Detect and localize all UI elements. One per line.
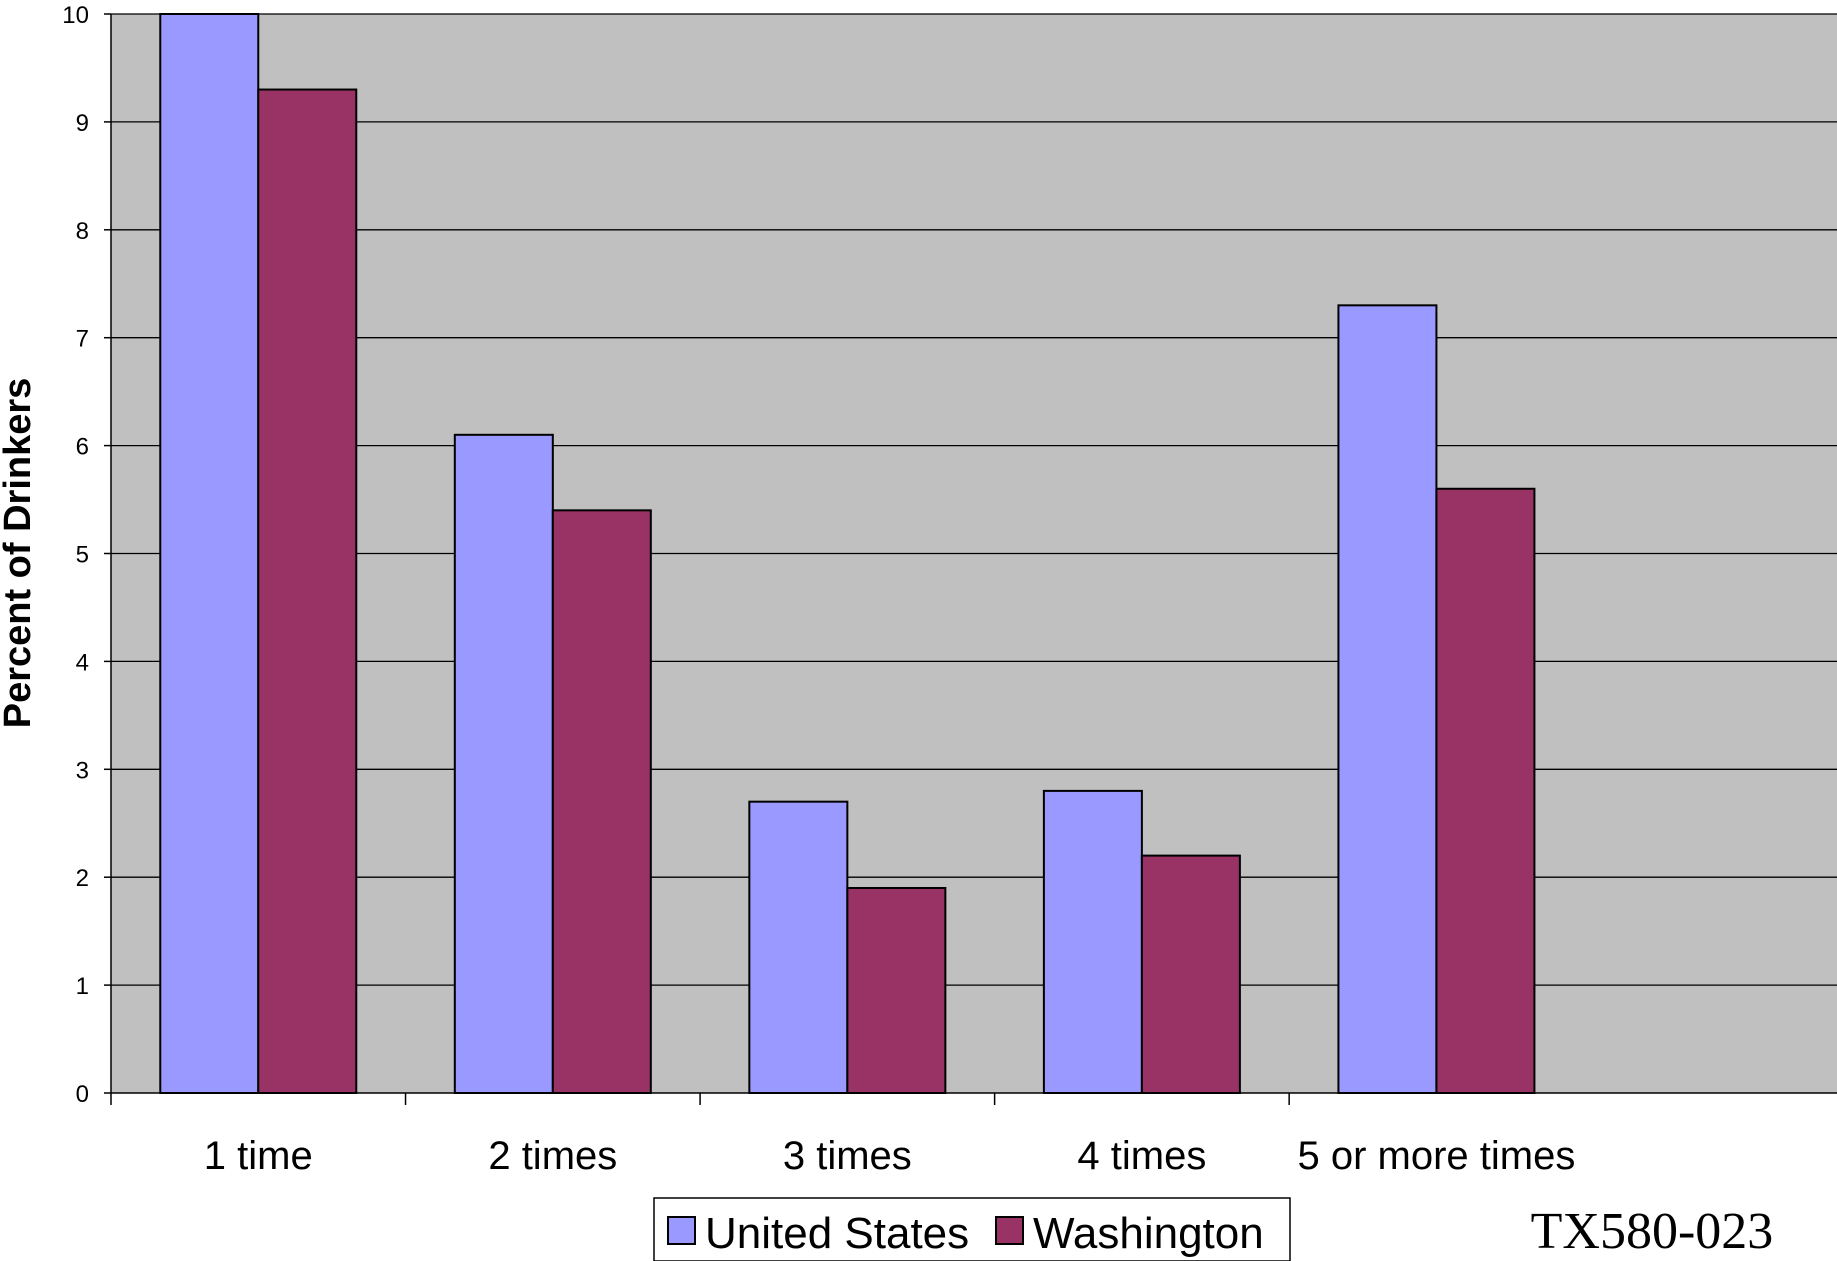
bar-series [159,13,1536,1094]
y-tick-label: 8 [76,218,89,245]
y-tick-label: 7 [76,326,89,353]
document-code: TX580-023 [1531,1203,1774,1260]
y-tick-label: 2 [76,865,89,892]
bar-washington [846,886,947,1094]
bar-washington [1140,854,1241,1094]
y-tick-label: 5 [76,542,89,569]
y-tick-label: 6 [76,434,89,461]
y-tick-label: 1 [76,973,89,1000]
y-tick-label: 4 [76,649,89,676]
bar-washington [551,509,652,1094]
y-axis-title: Percent of Drinkers [0,378,39,729]
x-category-label: 5 or more times [1297,1134,1575,1178]
legend-label: United States [705,1209,969,1258]
y-tick-labels: 0 1 2 3 4 5 6 7 8 9 10 [62,2,89,1108]
x-category-label: 4 times [1077,1134,1206,1178]
y-tick-label: 3 [76,757,89,784]
y-tick-label: 10 [62,2,89,29]
legend-swatch [995,1216,1024,1245]
bar-washington [1435,487,1536,1094]
x-category-labels: 1 time 2 times 3 times 4 times 5 or more tim… [204,1134,1576,1178]
bar-washington [257,88,358,1094]
legend-swatch [667,1216,696,1245]
bar-united-states [159,13,260,1094]
legend-label: Washington [1033,1209,1264,1258]
bar-united-states [1042,789,1143,1094]
axes [104,13,1837,1105]
bar-united-states [748,800,849,1094]
bar-united-states [453,433,554,1094]
bar-united-states [1337,304,1438,1094]
legend-box [653,1197,1291,1261]
y-tick-label: 0 [76,1081,89,1108]
x-category-label: 1 time [204,1134,313,1178]
y-tick-label: 9 [76,110,89,137]
x-category-label: 2 times [488,1134,617,1178]
gridlines [111,13,1837,986]
x-category-label: 3 times [783,1134,912,1178]
legend: United States Washington [653,1197,1291,1261]
